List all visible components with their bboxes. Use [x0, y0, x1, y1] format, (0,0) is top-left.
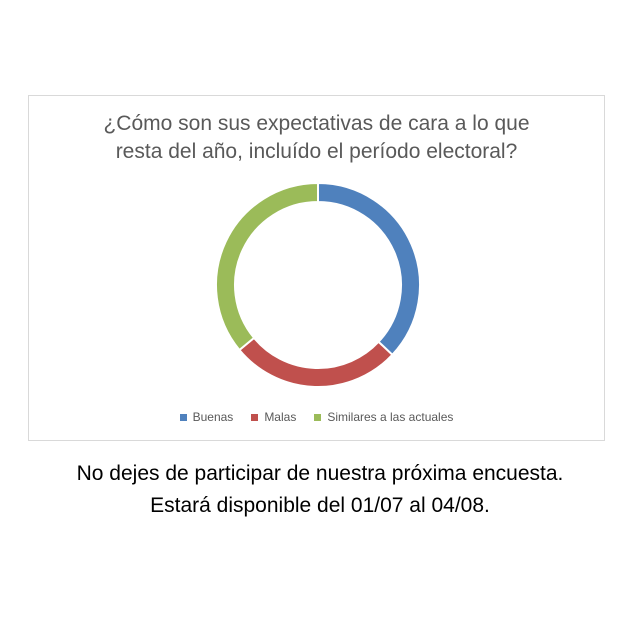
legend-label: Malas: [264, 410, 297, 424]
donut-chart: [215, 181, 421, 388]
chart-title-line-1: ¿Cómo son sus expectativas de cara a lo …: [103, 112, 530, 135]
footer-note: No dejes de participar de nuestra próxim…: [0, 458, 640, 522]
donut-slice-similares-a-las-actuales: [215, 181, 319, 352]
chart-legend: Buenas Malas Similares a las actuales: [29, 410, 604, 424]
legend-swatch: [314, 413, 322, 421]
legend-label: Buenas: [192, 410, 234, 424]
chart-title: ¿Cómo son sus expectativas de cara a lo …: [29, 110, 604, 166]
legend-label: Similares a las actuales: [327, 410, 454, 424]
footer-line-2: Estará disponible del 01/07 al 04/08.: [150, 494, 490, 517]
legend-item: Malas: [251, 410, 296, 424]
footer-line-1: No dejes de participar de nuestra próxim…: [76, 462, 564, 485]
legend-swatch: [179, 413, 187, 421]
chart-container: ¿Cómo son sus expectativas de cara a lo …: [28, 95, 605, 441]
legend-swatch: [251, 413, 259, 421]
donut-slice-malas: [237, 336, 394, 388]
donut-slice-buenas: [317, 181, 421, 357]
chart-title-line-2: resta del año, incluído el período elect…: [115, 140, 518, 163]
legend-item: Buenas: [179, 410, 234, 424]
legend-item: Similares a las actuales: [314, 410, 453, 424]
